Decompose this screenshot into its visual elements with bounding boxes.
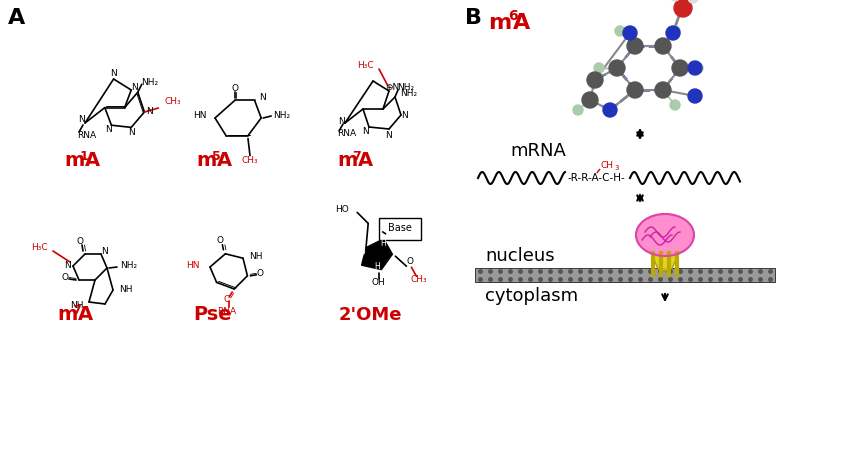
Polygon shape — [361, 239, 393, 269]
Text: C: C — [223, 294, 230, 304]
Text: RNA: RNA — [77, 131, 96, 139]
Text: N: N — [146, 107, 153, 117]
Circle shape — [688, 89, 702, 103]
Circle shape — [587, 72, 603, 88]
Text: NH₂: NH₂ — [397, 82, 414, 92]
Circle shape — [666, 26, 680, 40]
Text: CH₃: CH₃ — [241, 156, 258, 165]
Text: -R-R-A-C-H-: -R-R-A-C-H- — [568, 173, 626, 183]
Text: m: m — [489, 13, 512, 33]
Text: N: N — [65, 262, 71, 270]
Text: O: O — [359, 248, 366, 257]
Text: 3: 3 — [614, 165, 619, 171]
Text: HN: HN — [194, 111, 207, 119]
Text: H: H — [381, 239, 387, 248]
Text: OH: OH — [371, 278, 385, 287]
Text: H₃C: H₃C — [31, 244, 48, 252]
Text: NH₂: NH₂ — [400, 88, 417, 98]
Circle shape — [655, 82, 671, 98]
Bar — [475, 268, 775, 282]
Circle shape — [582, 92, 598, 108]
Circle shape — [670, 26, 680, 36]
Text: N: N — [363, 126, 370, 136]
Text: NH₂: NH₂ — [273, 111, 291, 119]
Text: A: A — [77, 306, 93, 325]
Text: NH₂: NH₂ — [120, 262, 137, 270]
Text: N: N — [131, 83, 138, 93]
Text: A: A — [358, 151, 372, 170]
Text: N: N — [105, 125, 111, 134]
Ellipse shape — [636, 214, 694, 256]
Text: HN: HN — [186, 261, 200, 269]
Text: H: H — [354, 259, 360, 268]
Text: cytoplasm: cytoplasm — [485, 287, 578, 305]
Text: O: O — [257, 269, 264, 278]
Text: N: N — [259, 93, 266, 102]
Text: CH₃: CH₃ — [410, 275, 427, 284]
Circle shape — [573, 105, 583, 115]
Text: NH: NH — [249, 252, 263, 261]
Circle shape — [623, 26, 637, 40]
Text: B: B — [465, 8, 482, 28]
Text: m: m — [58, 306, 78, 325]
Text: CH: CH — [601, 162, 614, 170]
Circle shape — [688, 0, 698, 3]
Text: 2'OMe: 2'OMe — [338, 306, 402, 324]
Text: N: N — [78, 115, 85, 125]
Text: N: N — [110, 69, 117, 79]
Text: nucleus: nucleus — [485, 247, 554, 265]
Text: 5: 5 — [212, 150, 220, 163]
Text: NH: NH — [119, 286, 133, 294]
Circle shape — [594, 63, 604, 73]
Text: H: H — [395, 248, 401, 257]
Text: HO: HO — [336, 205, 349, 214]
Text: A: A — [8, 8, 25, 28]
Text: NH: NH — [71, 300, 84, 309]
Text: m: m — [65, 151, 85, 170]
Circle shape — [609, 60, 625, 76]
Circle shape — [627, 38, 643, 54]
Text: N: N — [338, 117, 345, 125]
Text: NH₂: NH₂ — [141, 78, 158, 87]
Text: O: O — [407, 257, 414, 266]
Circle shape — [688, 61, 702, 75]
Circle shape — [672, 60, 688, 76]
Circle shape — [674, 0, 692, 17]
Text: O: O — [76, 237, 83, 245]
Text: N: N — [102, 248, 108, 257]
Circle shape — [603, 103, 617, 117]
Text: 1: 1 — [80, 150, 88, 163]
Circle shape — [615, 26, 625, 36]
Text: N: N — [401, 111, 408, 119]
Text: A: A — [217, 151, 231, 170]
Text: 7: 7 — [353, 150, 361, 163]
Text: CH₃: CH₃ — [164, 96, 181, 106]
Text: A: A — [84, 151, 99, 170]
Text: ⊕N: ⊕N — [385, 83, 400, 93]
Text: H₃C: H₃C — [357, 62, 374, 70]
Circle shape — [670, 0, 680, 1]
Text: m: m — [337, 151, 358, 170]
Text: N: N — [386, 131, 393, 139]
FancyBboxPatch shape — [379, 218, 421, 240]
Text: mRNA: mRNA — [510, 142, 566, 160]
Polygon shape — [651, 253, 679, 271]
Text: RNA: RNA — [337, 129, 356, 138]
Text: Pse: Pse — [194, 306, 232, 325]
Circle shape — [693, 63, 703, 73]
Text: O: O — [61, 274, 69, 282]
Text: O: O — [231, 84, 238, 93]
Text: A: A — [513, 13, 530, 33]
Circle shape — [670, 100, 680, 110]
Text: m: m — [197, 151, 217, 170]
Text: N: N — [128, 128, 134, 137]
Text: H: H — [375, 262, 380, 271]
Text: 6: 6 — [508, 9, 518, 23]
Circle shape — [655, 38, 671, 54]
Text: RNA: RNA — [217, 307, 235, 315]
Circle shape — [627, 82, 643, 98]
Text: O: O — [217, 236, 224, 245]
Text: 7: 7 — [72, 304, 82, 317]
Text: Base: Base — [388, 223, 411, 233]
